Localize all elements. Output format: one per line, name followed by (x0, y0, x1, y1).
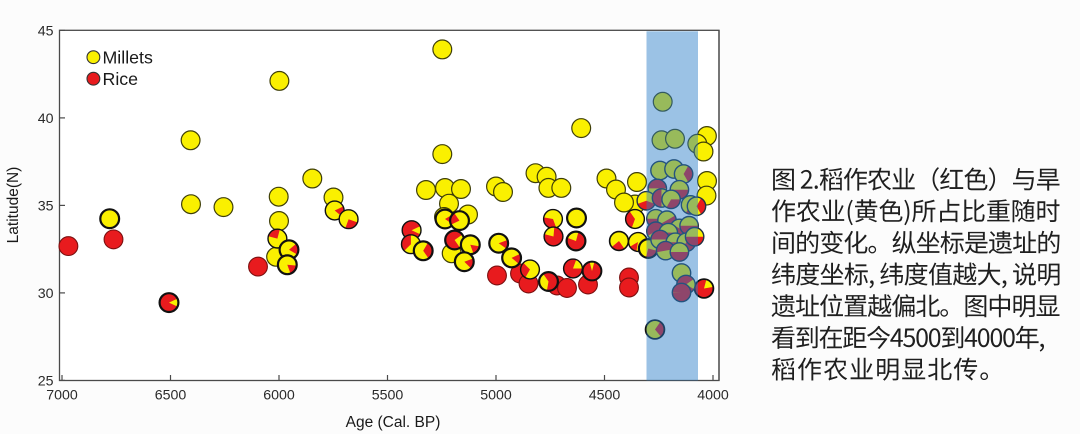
svg-text:25: 25 (38, 373, 54, 389)
svg-text:Rice: Rice (103, 69, 139, 89)
svg-text:6500: 6500 (155, 388, 187, 404)
svg-text:6000: 6000 (263, 388, 295, 404)
svg-text:45: 45 (38, 23, 54, 39)
svg-text:7000: 7000 (46, 388, 78, 404)
svg-text:40: 40 (38, 111, 54, 127)
svg-text:Millets: Millets (103, 47, 153, 67)
svg-text:5500: 5500 (372, 388, 404, 404)
svg-text:5000: 5000 (480, 388, 512, 404)
svg-text:Latitude(N): Latitude(N) (5, 167, 22, 244)
svg-text:4000: 4000 (697, 388, 729, 404)
svg-text:Age (Cal. BP): Age (Cal. BP) (346, 414, 441, 431)
svg-text:30: 30 (38, 286, 54, 302)
svg-text:35: 35 (38, 198, 54, 214)
svg-text:4500: 4500 (589, 388, 621, 404)
